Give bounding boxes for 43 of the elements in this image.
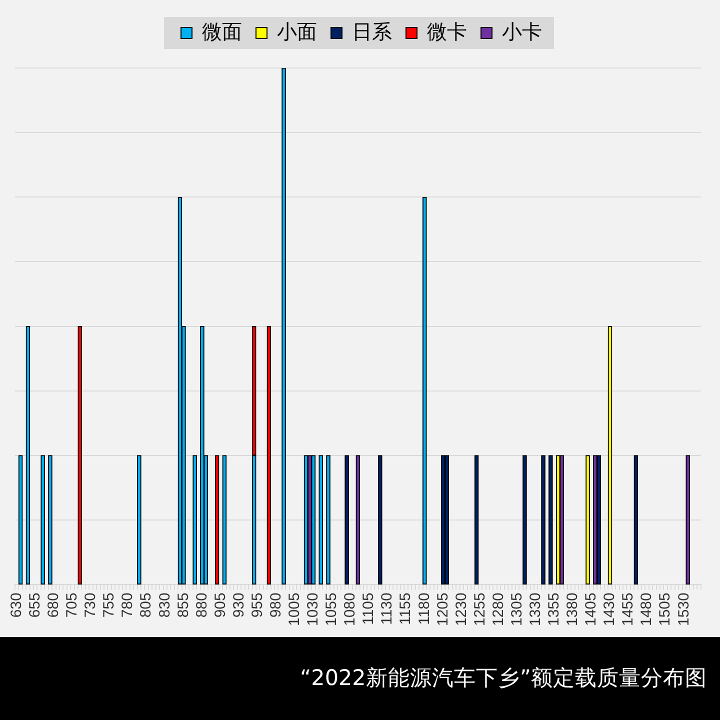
x-tick-label: 655 [26, 592, 44, 618]
x-tick-label: 780 [119, 592, 136, 618]
x-tick-label: 1030 [304, 592, 322, 626]
x-tick-label: 855 [174, 592, 192, 618]
x-tick-label: 730 [82, 592, 100, 618]
x-tick-label: 1355 [546, 592, 563, 626]
text: “2022新能源汽车下乡”额定载质量分布图 [0, 637, 720, 720]
x-tick-label: 1205 [434, 592, 452, 626]
x-tick-label: 1230 [452, 592, 470, 626]
x-tick-label: 1055 [323, 592, 340, 626]
legend-label: 小面 [277, 22, 317, 44]
x-tick-label: 630 [8, 592, 25, 618]
x-tick-label: 705 [64, 592, 81, 618]
x-tick-label: 680 [45, 592, 62, 618]
legend-label: 微卡 [427, 22, 467, 44]
x-tick-label: 1480 [638, 592, 656, 626]
x-tick-label: 1255 [471, 592, 488, 626]
legend-label: 微面 [202, 22, 242, 44]
x-tick-label: 1105 [360, 592, 378, 625]
x-tick-label: 1455 [620, 592, 637, 626]
x-tick-label: 1180 [416, 592, 433, 625]
x-tick-label: 1530 [675, 592, 692, 626]
legend-label: 小卡 [502, 22, 542, 44]
x-tick-label: 1330 [526, 592, 544, 626]
x-tick-label: 955 [248, 592, 266, 618]
x-tick-label: 755 [100, 592, 118, 618]
x-tick-label: 1005 [286, 592, 304, 626]
x-tick-label: 905 [212, 592, 229, 618]
x-tick-label: 930 [230, 592, 248, 618]
x-tick-label: 1155 [397, 592, 414, 625]
x-tick-label: 880 [193, 592, 210, 618]
x-tick-label: 980 [267, 592, 284, 618]
x-tick-label: 1430 [601, 592, 618, 626]
legend-label: 日系 [352, 22, 392, 44]
x-tick-label: 1380 [564, 592, 582, 626]
x-tick-label: 1305 [508, 592, 526, 626]
x-tick-label: 830 [156, 592, 174, 618]
x-tick-label: 805 [138, 592, 155, 618]
x-tick-label: 1080 [342, 592, 359, 626]
x-tick-label: 1505 [656, 592, 674, 626]
x-tick-label: 1280 [490, 592, 507, 626]
x-tick-label: 1130 [378, 592, 396, 625]
x-tick-label: 1405 [582, 592, 600, 626]
